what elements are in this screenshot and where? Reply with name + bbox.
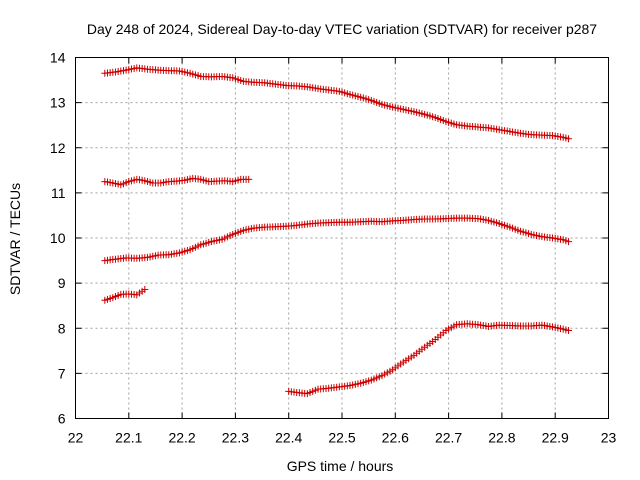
y-tick-label: 7 (58, 365, 66, 381)
x-tick-label: 22.7 (435, 430, 462, 446)
y-tick-label: 13 (50, 95, 66, 111)
x-tick-label: 22.6 (382, 430, 409, 446)
y-tick-label: 8 (58, 320, 66, 336)
data-point (565, 327, 573, 335)
data-point (245, 175, 253, 183)
x-tick-label: 22.2 (168, 430, 195, 446)
axis-ticks: 22 22.1 22.2 22.3 22.4 22.5 22.6 22.7 22.8 22.9 23… (50, 50, 617, 446)
y-tick-label: 6 (58, 411, 66, 427)
plot-frame (75, 57, 609, 419)
y-axis-label: SDTVAR / TECUs (7, 183, 23, 295)
y-tick-label: 14 (50, 50, 66, 66)
series-satellite-c (101, 214, 573, 265)
series-satellite-b (101, 174, 253, 189)
y-tick-label: 11 (51, 185, 66, 201)
x-tick-label: 22.8 (488, 430, 515, 446)
chart-title: Day 248 of 2024, Sidereal Day-to-day VTE… (87, 21, 597, 37)
grid (75, 57, 609, 419)
series-satellite-e (285, 320, 573, 398)
x-tick-label: 22.4 (275, 430, 302, 446)
x-tick-label: 22.1 (115, 430, 142, 446)
x-tick-label: 22 (68, 430, 84, 446)
data-markers (101, 64, 573, 398)
data-point (565, 135, 573, 143)
x-tick-label: 22.5 (328, 430, 355, 446)
y-tick-label: 12 (50, 140, 66, 156)
y-tick-label: 9 (58, 275, 66, 291)
x-tick-label: 23 (601, 430, 617, 446)
x-tick-label: 22.9 (542, 430, 569, 446)
series-satellite-d (101, 285, 149, 304)
data-point (141, 285, 149, 293)
y-tick-label: 10 (50, 230, 66, 246)
x-axis-label: GPS time / hours (287, 458, 394, 474)
data-point (565, 238, 573, 246)
series-satellite-a (101, 64, 573, 143)
x-tick-label: 22.3 (222, 430, 249, 446)
